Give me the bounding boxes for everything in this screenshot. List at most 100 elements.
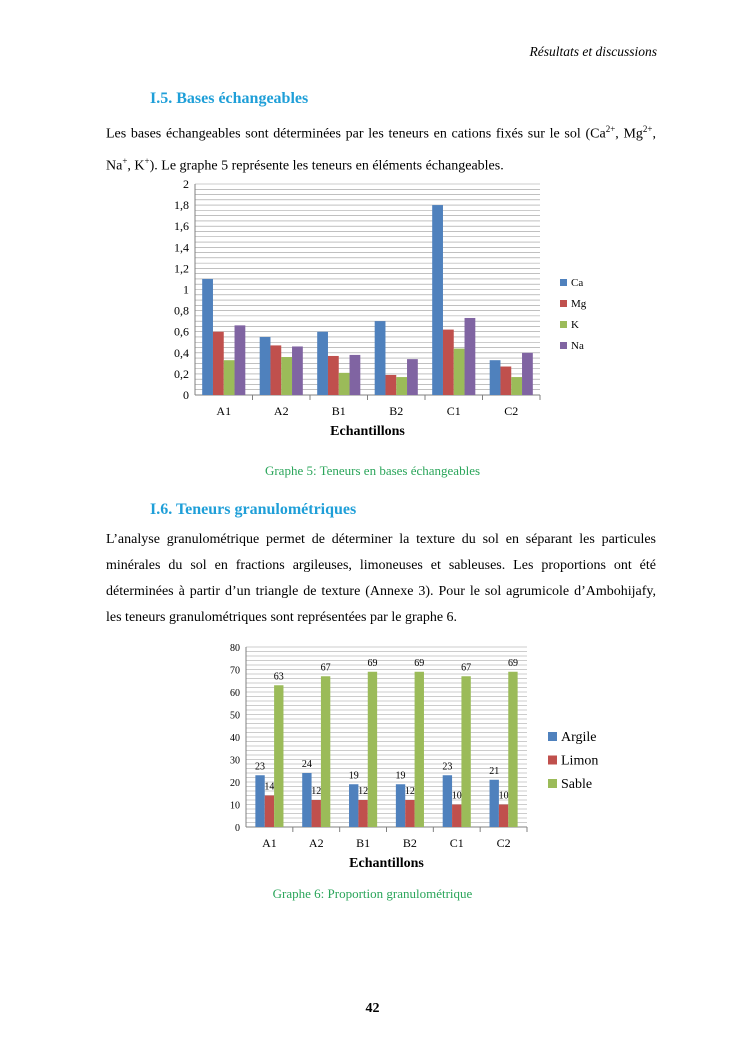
x-tick-label: B2: [389, 404, 403, 418]
legend-swatch-Ca: [560, 279, 567, 286]
y-tick-label: 20: [230, 778, 240, 789]
bar-K-A2: [281, 357, 293, 395]
text: ). Le graphe 5 représente les teneurs en…: [149, 158, 504, 174]
bar-K-A1: [223, 360, 235, 395]
legend-label-Na: Na: [571, 340, 584, 352]
y-tick-label: 1: [183, 283, 189, 297]
x-axis-title: Echantillons: [330, 424, 405, 439]
bar-Mg-B2: [385, 374, 397, 395]
section-title-granulo: I.6. Teneurs granulométriques: [150, 501, 357, 518]
running-header: Résultats et discussions: [529, 44, 658, 59]
bar-Na-B2: [407, 359, 418, 395]
x-tick-label: A2: [309, 836, 324, 850]
data-label: 12: [311, 786, 321, 797]
bar-Ca-A2: [259, 336, 271, 395]
y-tick-label: 70: [230, 666, 240, 677]
y-tick-label: 1,2: [174, 261, 189, 275]
bar-Argile-A1: [255, 775, 265, 827]
legend-swatch-Limon: [548, 755, 557, 765]
data-label: 69: [508, 658, 518, 669]
text: Les bases échangeables sont déterminées …: [106, 126, 606, 142]
bar-Sable-B1: [367, 671, 378, 827]
bar-Ca-C2: [489, 360, 501, 395]
bar-Ca-A1: [202, 278, 213, 395]
data-label: 10: [499, 791, 509, 802]
y-tick-label: 80: [230, 643, 240, 654]
x-tick-label: C1: [447, 404, 461, 418]
sup: 2+: [605, 124, 616, 134]
legend-label-K: K: [571, 319, 579, 331]
bar-Argile-B1: [349, 784, 359, 827]
y-tick-label: 0,8: [174, 304, 189, 318]
bar-Argile-C1: [442, 775, 453, 827]
x-tick-label: A1: [262, 836, 277, 850]
bar-Ca-B2: [374, 321, 386, 395]
sup: 2+: [642, 124, 653, 134]
text: , Na: [106, 126, 656, 174]
bar-Na-C1: [464, 317, 476, 395]
bar-K-C2: [511, 377, 523, 395]
x-tick-label: C2: [497, 836, 511, 850]
y-tick-label: 0,4: [174, 346, 189, 360]
data-label: 12: [405, 786, 415, 797]
bar-Mg-A2: [270, 345, 282, 395]
y-tick-label: 0,6: [174, 325, 189, 339]
legend-swatch-Na: [560, 342, 567, 349]
paragraph-granulo: L’analyse granulométrique permet de déte…: [106, 532, 656, 625]
bar-K-B1: [338, 372, 350, 395]
bar-Na-C2: [522, 352, 533, 395]
y-tick-label: 30: [230, 756, 240, 767]
data-label: 19: [396, 770, 406, 781]
y-tick-label: 40: [230, 733, 240, 744]
chart-bases-echangeables: 0 0,2 0,4 0,6 0,8 1 1,2 1,4 1,6 1,8 2 A1 A2 B1 B2 C1 C2 E…: [174, 177, 587, 439]
data-label: 23: [255, 761, 265, 772]
section-title-bases: I.5. Bases échangeables: [150, 90, 309, 107]
paragraph-bases: Les bases échangeables sont déterminées …: [106, 116, 656, 179]
x-axis-title: Echantillons: [349, 856, 424, 871]
caption-graphe-6: Graphe 6: Proportion granulométrique: [272, 886, 473, 901]
bar-Sable-A1: [274, 685, 284, 827]
text: ,: [615, 126, 619, 142]
legend-label-Sable: Sable: [561, 777, 592, 792]
bar-Limon-B2: [405, 800, 415, 827]
data-label: 12: [358, 786, 368, 797]
bar-Na-A2: [292, 346, 303, 395]
data-label: 67: [461, 662, 471, 673]
caption-graphe-5: Graphe 5: Teneurs en bases échangeables: [264, 463, 481, 478]
data-label: 67: [321, 662, 331, 673]
legend-label-Argile: Argile: [561, 730, 597, 745]
y-tick-label: 60: [230, 688, 240, 699]
bar-Limon-A1: [264, 795, 275, 827]
bar-K-B2: [396, 377, 408, 395]
y-tick-label: 0: [183, 388, 189, 402]
bar-Na-A1: [234, 325, 246, 395]
bar-Mg-A1: [212, 331, 224, 395]
bar-Mg-C1: [442, 329, 454, 395]
bar-Sable-B2: [414, 671, 424, 827]
data-label: 63: [274, 671, 284, 682]
legend-label-Mg: Mg: [571, 298, 587, 310]
data-label: 69: [367, 658, 377, 669]
bar-Argile-C2: [489, 779, 499, 827]
bar-Limon-B1: [358, 800, 368, 827]
bar-Limon-C1: [452, 804, 462, 827]
bar-Limon-C2: [498, 804, 509, 827]
y-tick-label: 1,6: [174, 219, 189, 233]
bar-K-C1: [453, 348, 465, 395]
bar-Argile-A2: [302, 773, 312, 827]
bar-Ca-C1: [432, 205, 443, 395]
y-tick-label: 0: [235, 823, 240, 834]
bar-Ca-B1: [317, 331, 328, 395]
chart-granulometrie: 0 10 20 30 40 50 60 70 80 A1 23 14 63 A2 24 12 67 B1 19 12 6…: [230, 643, 598, 871]
legend-swatch-Mg: [560, 300, 567, 307]
sup: +: [144, 155, 150, 166]
data-label: 21: [489, 766, 499, 777]
data-label: 14: [264, 782, 274, 793]
text: Mg: [623, 126, 643, 142]
data-label: 24: [302, 759, 312, 770]
bar-Sable-C2: [508, 671, 518, 827]
y-tick-label: 0,2: [174, 367, 189, 381]
x-tick-label: B1: [332, 404, 346, 418]
x-tick-label: B2: [403, 836, 417, 850]
